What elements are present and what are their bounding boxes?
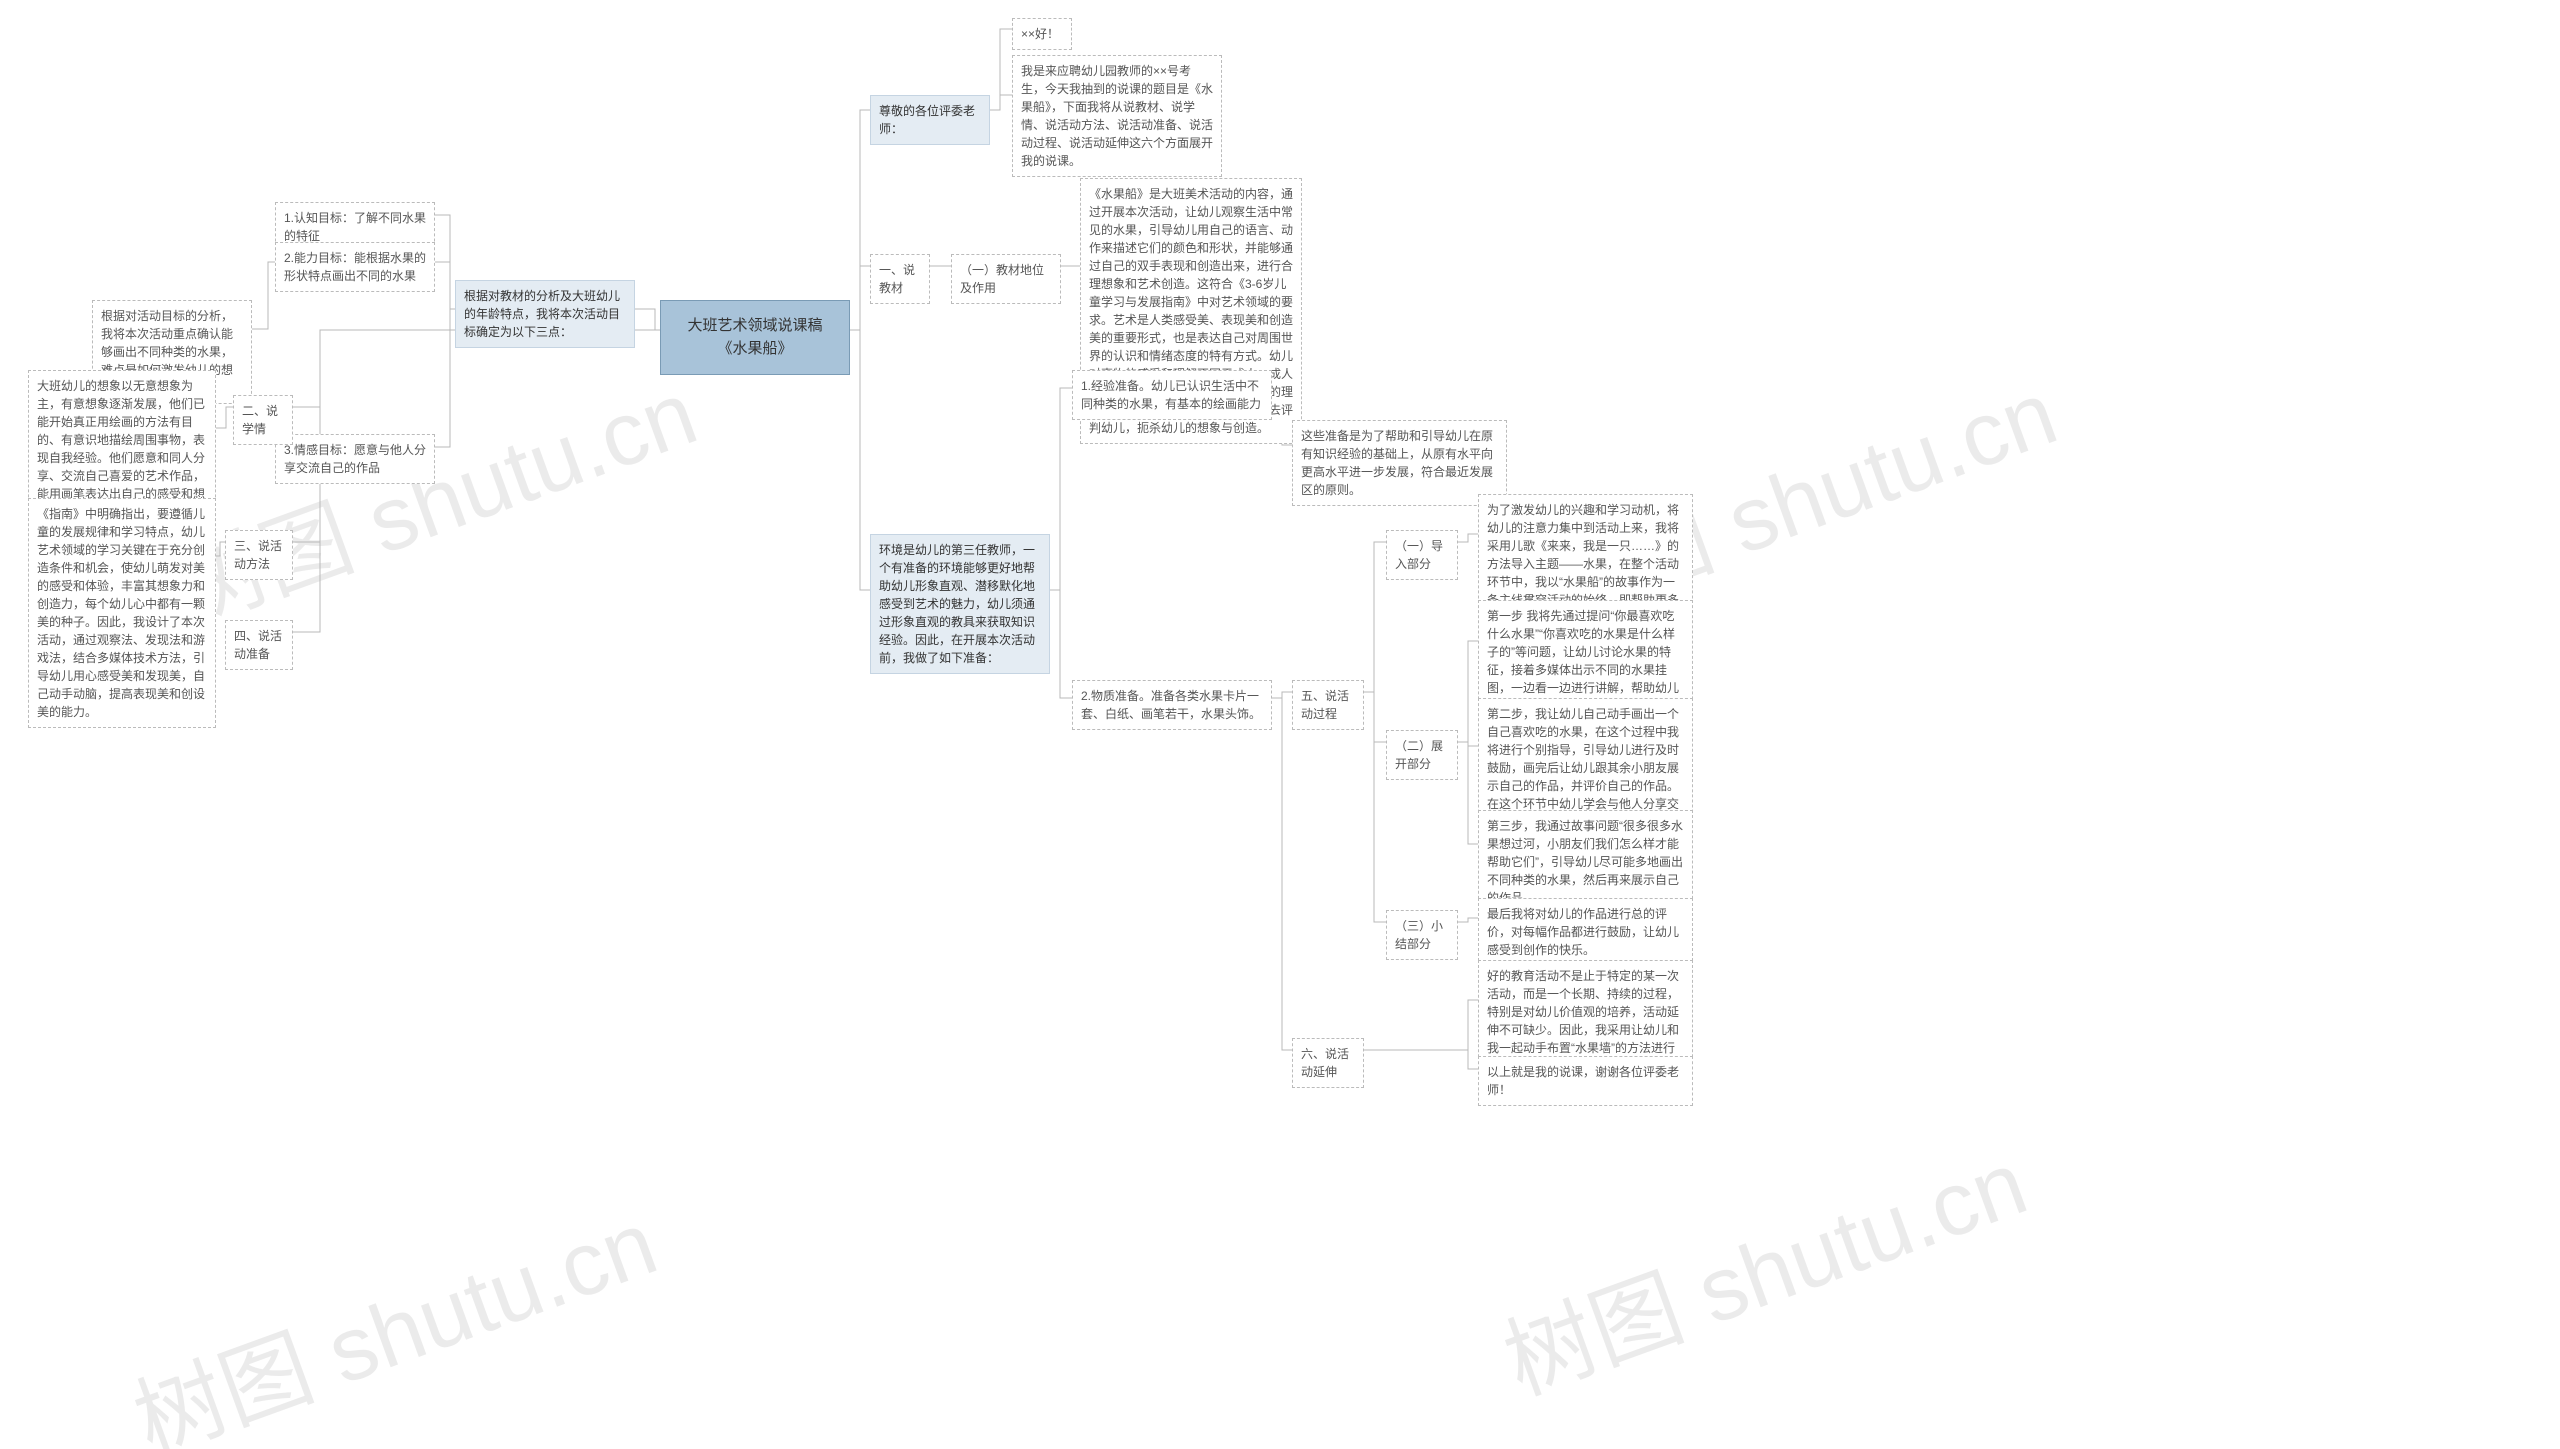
watermark: 树图 shutu.cn: [1484, 1111, 2041, 1420]
huanjing-item: 2.物质准备。准备各类水果卡片一套、白纸、画笔若干，水果头饰。: [1072, 680, 1272, 730]
greeting-box: 尊敬的各位评委老师：: [870, 95, 990, 145]
jingyan-note: 这些准备是为了帮助和引导幼儿在原有知识经验的基础上，从原有水平向更高水平进一步发…: [1292, 420, 1507, 506]
xueqing-label: 二、说学情: [233, 395, 293, 445]
objectives-box: 根据对教材的分析及大班幼儿的年龄特点，我将本次活动目标确定为以下三点：: [455, 280, 635, 348]
objective-item: 3.情感目标：愿意与他人分享交流自己的作品: [275, 434, 435, 484]
watermark: 树图 shutu.cn: [114, 1171, 671, 1449]
huanjing-box: 环境是幼儿的第三任教师，一个有准备的环境能够更好地帮助幼儿形象直观、潜移默化地感…: [870, 534, 1050, 674]
zhunbei-label: 四、说活动准备: [225, 620, 293, 670]
guocheng-label: 五、说活动过程: [1292, 680, 1364, 730]
yanshen-label: 六、说活动延伸: [1292, 1038, 1364, 1088]
fangfa-note: 《指南》中明确指出，要遵循儿童的发展规律和学习特点，幼儿艺术领域的学习关键在于充…: [28, 498, 216, 728]
fangfa-label: 三、说活动方法: [225, 530, 293, 580]
yanshen-note: 以上就是我的说课，谢谢各位评委老师！: [1478, 1056, 1693, 1106]
xiaojie-note: 最后我将对幼儿的作品进行总的评价，对每幅作品都进行鼓励，让幼儿感受到创作的快乐。: [1478, 898, 1693, 966]
objective-item: 2.能力目标：能根据水果的形状特点画出不同的水果: [275, 242, 435, 292]
greeting-item: 我是来应聘幼儿园教师的××号考生，今天我抽到的说课的题目是《水果船》，下面我将从…: [1012, 55, 1222, 177]
huanjing-item: 1.经验准备。幼儿已认识生活中不同种类的水果，有基本的绘画能力: [1072, 370, 1272, 420]
xiaojie-label: （三）小结部分: [1386, 910, 1458, 960]
daoru-label: （一）导入部分: [1386, 530, 1458, 580]
greeting-item: ××好！: [1012, 18, 1072, 50]
zhankai-label: （二）展开部分: [1386, 730, 1458, 780]
jiaocai-sub: （一）教材地位及作用: [951, 254, 1061, 304]
root-node: 大班艺术领域说课稿《水果船》: [660, 300, 850, 375]
jiaocai-label: 一、说教材: [870, 254, 930, 304]
